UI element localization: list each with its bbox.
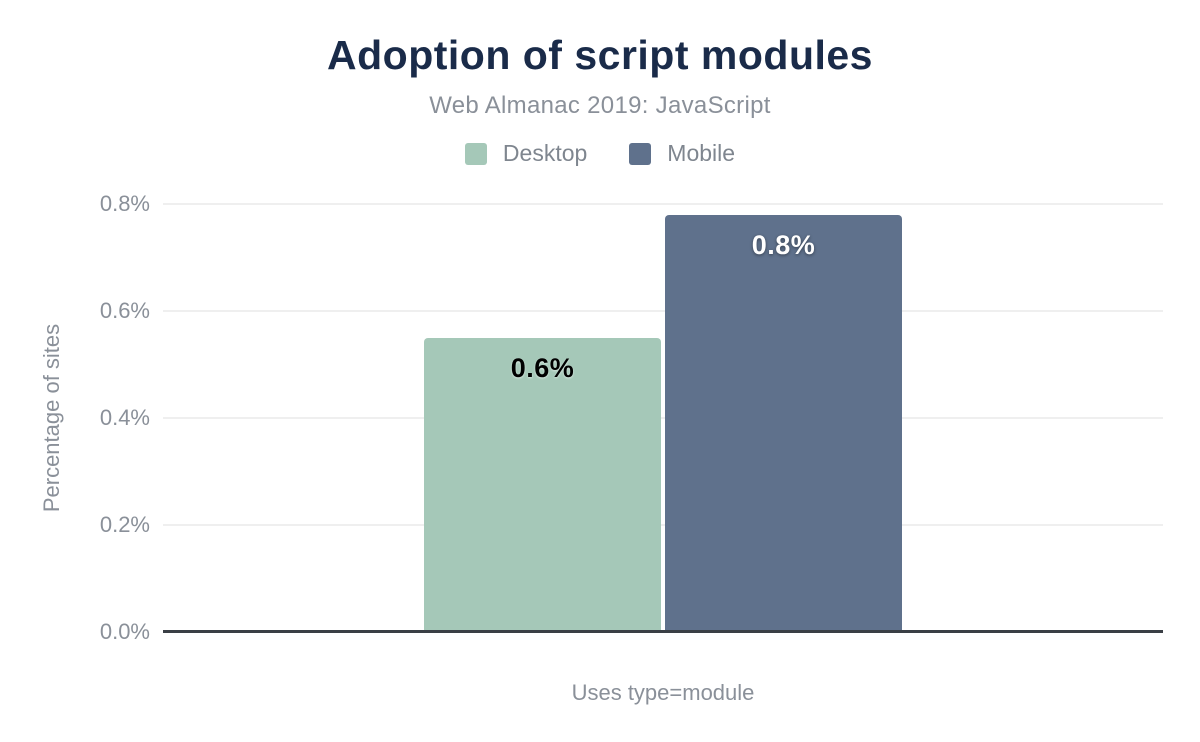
gridline-0.8% xyxy=(163,203,1163,205)
legend-label-desktop: Desktop xyxy=(502,140,588,166)
x-axis-line xyxy=(163,630,1163,633)
chart-subtitle: Web Almanac 2019: JavaScript xyxy=(429,92,771,119)
legend-item-mobile: Mobile xyxy=(629,140,735,167)
legend: Desktop Mobile xyxy=(0,140,1200,167)
gridline-0.6% xyxy=(163,310,1163,312)
legend-swatch-mobile xyxy=(629,142,652,165)
gridline-0.4% xyxy=(163,417,1163,419)
plot-area: 0.0% 0.2% 0.4% 0.6% 0.8% 0.6% 0.8% xyxy=(100,192,1163,644)
gridline-0.2% xyxy=(163,524,1163,526)
bar-value-label-desktop: 0.6% xyxy=(510,352,575,383)
y-tick-0.0%: 0.0% xyxy=(99,619,150,644)
legend-item-desktop: Desktop xyxy=(464,140,588,167)
y-tick-0.8%: 0.8% xyxy=(99,191,150,216)
bar-value-label-mobile: 0.8% xyxy=(751,229,816,260)
legend-swatch-desktop xyxy=(464,142,487,165)
y-tick-0.2%: 0.2% xyxy=(99,512,150,537)
chart-title: Adoption of script modules xyxy=(327,32,873,78)
legend-label-mobile: Mobile xyxy=(667,140,736,166)
y-axis-title: Percentage of sites xyxy=(39,323,64,513)
y-tick-0.6%: 0.6% xyxy=(99,298,150,323)
x-axis-label: Uses type=module xyxy=(571,680,755,705)
y-tick-0.4%: 0.4% xyxy=(99,405,150,430)
bar-desktop: 0.6% xyxy=(424,337,661,632)
bar-mobile: 0.8% xyxy=(665,214,902,632)
